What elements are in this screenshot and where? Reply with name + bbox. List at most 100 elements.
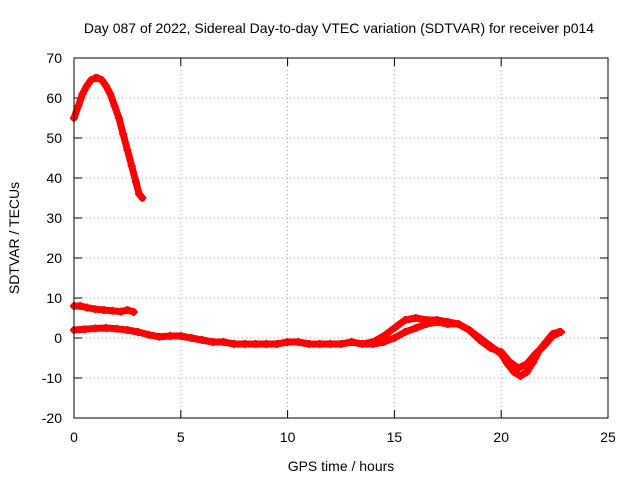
x-tick-label: 5 <box>177 429 185 445</box>
x-tick-label: 10 <box>280 429 296 445</box>
y-tick-label: 30 <box>46 210 62 226</box>
y-tick-label: 10 <box>46 290 62 306</box>
x-axis-label: GPS time / hours <box>288 458 395 474</box>
data-point <box>78 90 87 98</box>
data-point <box>108 306 117 315</box>
data-point <box>390 334 399 342</box>
data-point <box>138 194 147 202</box>
y-tick-label: -20 <box>42 410 62 426</box>
data-point <box>454 320 463 328</box>
data-point <box>337 340 345 348</box>
y-tick-label: 40 <box>46 170 62 186</box>
data-point <box>422 320 431 328</box>
data-point <box>539 342 548 350</box>
y-tick-label: 60 <box>46 90 62 106</box>
data-point <box>262 340 271 348</box>
data-point <box>82 303 91 312</box>
data-point <box>102 324 111 332</box>
data-point <box>516 372 525 380</box>
data-point <box>87 76 96 84</box>
data-point <box>155 332 164 341</box>
y-tick-label: 50 <box>46 130 62 146</box>
data-point <box>123 146 132 154</box>
y-tick-label: -10 <box>42 370 62 386</box>
data-point <box>91 305 100 314</box>
data-point <box>347 338 356 346</box>
x-tick-label: 25 <box>600 429 616 445</box>
data-point <box>390 324 399 332</box>
data-point <box>304 340 313 348</box>
data-point <box>144 330 153 339</box>
data-point <box>76 302 85 310</box>
data-point <box>401 328 410 336</box>
data-point <box>514 364 523 372</box>
data-point <box>112 324 121 333</box>
data-point <box>166 332 175 340</box>
data-point <box>497 348 506 356</box>
y-axis-label: SDTVAR / TECUs <box>6 182 22 294</box>
series-upper-band <box>70 302 138 316</box>
data-point <box>131 178 140 186</box>
data-point <box>505 358 514 366</box>
x-tick-label: 20 <box>493 429 509 445</box>
data-point <box>240 340 249 348</box>
data-point <box>114 114 123 122</box>
data-point <box>119 130 128 138</box>
data-point <box>93 74 102 82</box>
chart-title: Day 087 of 2022, Sidereal Day-to-day VTE… <box>84 20 594 36</box>
data-point <box>411 314 420 322</box>
data-point <box>283 338 292 346</box>
data-point <box>123 306 132 314</box>
data-point <box>315 340 324 348</box>
plot-frame <box>73 57 609 419</box>
data-point <box>522 360 531 368</box>
data-point <box>74 102 83 110</box>
data-point <box>97 76 106 84</box>
data-point <box>272 340 281 348</box>
data-point <box>294 338 303 346</box>
data-point <box>187 334 196 342</box>
data-point <box>82 82 91 90</box>
data-point <box>548 332 557 340</box>
data-point <box>91 324 100 333</box>
data-point <box>531 350 540 358</box>
data-point <box>326 340 335 348</box>
x-tick-label: 0 <box>70 429 78 445</box>
data-point <box>176 332 185 340</box>
data-point <box>522 368 531 376</box>
data-point <box>129 308 138 316</box>
data-point <box>475 336 484 344</box>
data-point <box>379 338 388 346</box>
data-point <box>465 326 474 334</box>
data-point <box>443 320 452 328</box>
data-point <box>433 318 442 326</box>
y-tick-label: 0 <box>54 330 62 346</box>
y-tick-label: 20 <box>46 250 62 266</box>
series-secondary-band <box>358 318 566 372</box>
data-point <box>106 90 115 98</box>
data-point <box>99 306 108 314</box>
data-point <box>219 338 228 346</box>
data-point <box>557 328 566 336</box>
data-point <box>486 344 495 352</box>
data-point <box>198 336 207 344</box>
data-series <box>70 74 566 380</box>
data-point <box>251 340 260 348</box>
tick-labels: 0 5 10 15 20 25 -20 -10 0 10 20 30 40 50 60 70 <box>42 50 616 445</box>
y-tick-label: 70 <box>46 50 62 66</box>
data-point <box>510 368 519 376</box>
data-point <box>134 328 143 336</box>
data-point <box>116 307 125 316</box>
data-point <box>358 340 367 348</box>
data-point <box>208 338 217 346</box>
data-point <box>80 325 89 334</box>
data-point <box>230 340 239 348</box>
data-point <box>123 326 132 334</box>
series-line <box>70 74 146 202</box>
data-point <box>401 316 410 324</box>
data-point <box>127 162 136 170</box>
data-point <box>102 82 111 90</box>
data-point <box>411 324 420 332</box>
data-point <box>369 340 378 348</box>
